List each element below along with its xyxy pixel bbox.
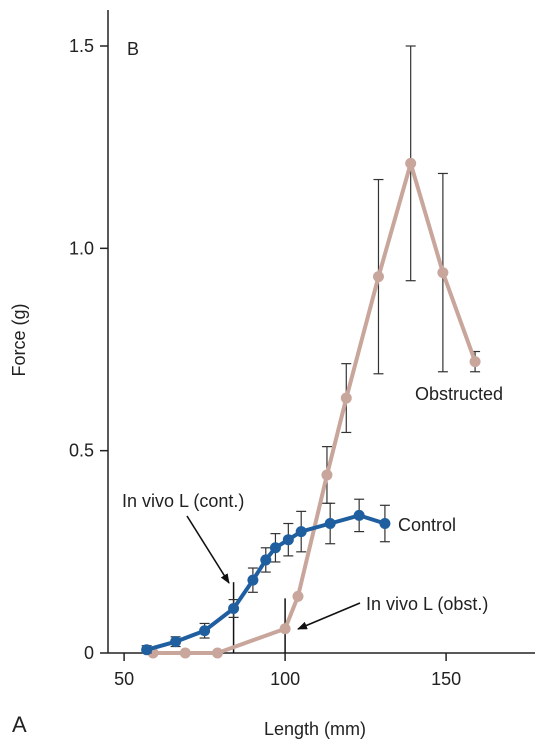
x-axis-label: Length (mm) xyxy=(264,719,366,739)
in-vivo-obst-label: In vivo L (obst.) xyxy=(366,594,488,614)
annotations: Control Obstructed In vivo L (cont.) In … xyxy=(122,384,503,630)
y-axis-label: Force (g) xyxy=(9,303,29,376)
obstructed-point xyxy=(437,267,449,279)
control-point xyxy=(141,644,153,656)
obstructed-point xyxy=(340,392,352,404)
control-point xyxy=(282,534,294,546)
in-vivo-cont-label: In vivo L (cont.) xyxy=(122,491,244,511)
in-vivo-obst-arrow xyxy=(297,602,361,630)
control-point xyxy=(170,636,182,648)
axes xyxy=(107,10,535,654)
obstructed-point xyxy=(211,647,223,659)
series-obstructed xyxy=(147,45,481,659)
control-point xyxy=(260,554,272,566)
x-ticks: 50 100 150 xyxy=(114,653,461,689)
obstructed-point xyxy=(405,157,417,169)
y-tick-label-0: 0 xyxy=(84,643,94,663)
control-point xyxy=(228,602,240,614)
y-tick-label-2: 1.0 xyxy=(69,238,94,258)
in-vivo-cont-arrow xyxy=(186,515,230,584)
obstructed-point xyxy=(292,590,304,602)
obstructed-point xyxy=(279,623,291,635)
obstructed-label: Obstructed xyxy=(415,384,503,404)
control-point xyxy=(269,542,281,554)
obstructed-point xyxy=(469,356,481,368)
control-label: Control xyxy=(398,515,456,535)
control-line xyxy=(144,513,387,652)
corner-label: A xyxy=(12,712,27,737)
control-point xyxy=(295,526,307,538)
x-tick-label-1: 100 xyxy=(270,669,300,689)
x-tick-label-2: 150 xyxy=(431,669,461,689)
control-point xyxy=(324,518,336,530)
series-control xyxy=(141,498,391,656)
panel-label: B xyxy=(127,39,139,59)
y-tick-label-3: 1.5 xyxy=(69,36,94,56)
control-point xyxy=(199,625,211,637)
obstructed-point xyxy=(179,647,191,659)
y-ticks: 0 0.5 1.0 1.5 xyxy=(69,36,108,663)
series-layer xyxy=(141,45,481,659)
obstructed-line xyxy=(151,161,478,655)
obstructed-point xyxy=(321,469,333,481)
control-point xyxy=(247,574,259,586)
x-tick-label-0: 50 xyxy=(114,669,134,689)
y-tick-label-1: 0.5 xyxy=(69,441,94,461)
control-point xyxy=(353,509,365,521)
obstructed-point xyxy=(372,271,384,283)
control-point xyxy=(379,518,391,530)
